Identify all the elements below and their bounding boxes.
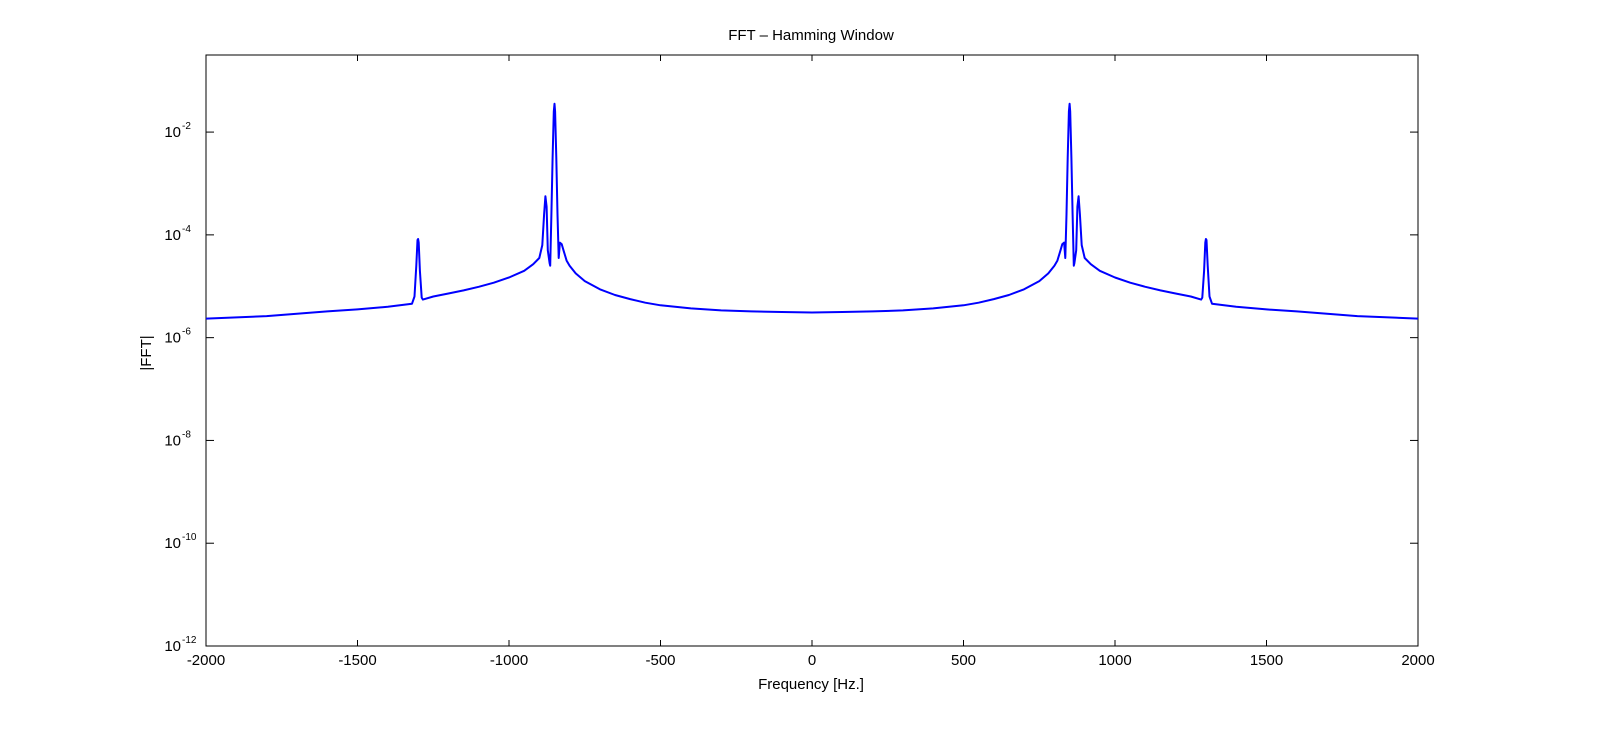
- y-tick-exponent: -6: [182, 327, 191, 338]
- chart-title: FFT – Hamming Window: [728, 27, 894, 44]
- series-line-0: [205, 102, 1419, 320]
- y-tick-exponent: -2: [182, 121, 191, 132]
- y-tick-label: 10: [164, 124, 181, 141]
- x-tick-label: 1000: [1098, 652, 1131, 669]
- y-tick-label: 10: [164, 227, 181, 244]
- y-tick-label: 10: [164, 330, 181, 347]
- y-tick-exponent: -10: [182, 532, 197, 543]
- y-tick-exponent: -12: [182, 635, 197, 646]
- y-tick-label: 10: [164, 638, 181, 655]
- y-tick-exponent: -4: [182, 224, 191, 235]
- y-tick-exponent: -8: [182, 429, 191, 440]
- y-tick-label: 10: [164, 432, 181, 449]
- x-tick-label: 1500: [1250, 652, 1283, 669]
- x-axis-label: Frequency [Hz.]: [758, 676, 864, 693]
- y-tick-label: 10: [164, 535, 181, 552]
- x-tick-label: 2000: [1401, 652, 1434, 669]
- x-tick-label: 0: [808, 652, 816, 669]
- x-tick-label: -1500: [338, 652, 376, 669]
- x-tick-label: -2000: [187, 652, 225, 669]
- plot-area: [205, 54, 1419, 647]
- x-tick-label: -1000: [490, 652, 528, 669]
- x-tick-label: -500: [645, 652, 675, 669]
- y-axis-label: |FFT|: [138, 335, 155, 370]
- axes-frame: [205, 54, 1419, 647]
- x-tick-label: 500: [951, 652, 976, 669]
